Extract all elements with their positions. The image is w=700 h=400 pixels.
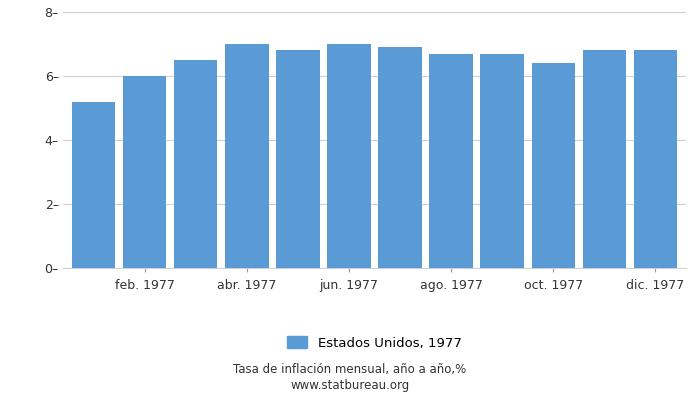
Bar bbox=[531, 63, 575, 268]
Text: www.statbureau.org: www.statbureau.org bbox=[290, 380, 410, 392]
Bar bbox=[634, 50, 677, 268]
Legend: Estados Unidos, 1977: Estados Unidos, 1977 bbox=[282, 331, 467, 355]
Bar bbox=[72, 102, 116, 268]
Bar bbox=[276, 50, 320, 268]
Text: Tasa de inflación mensual, año a año,%: Tasa de inflación mensual, año a año,% bbox=[233, 364, 467, 376]
Bar bbox=[225, 44, 269, 268]
Bar bbox=[123, 76, 167, 268]
Bar bbox=[429, 54, 472, 268]
Bar bbox=[328, 44, 371, 268]
Bar bbox=[582, 50, 626, 268]
Bar bbox=[480, 54, 524, 268]
Bar bbox=[174, 60, 218, 268]
Bar bbox=[378, 47, 421, 268]
